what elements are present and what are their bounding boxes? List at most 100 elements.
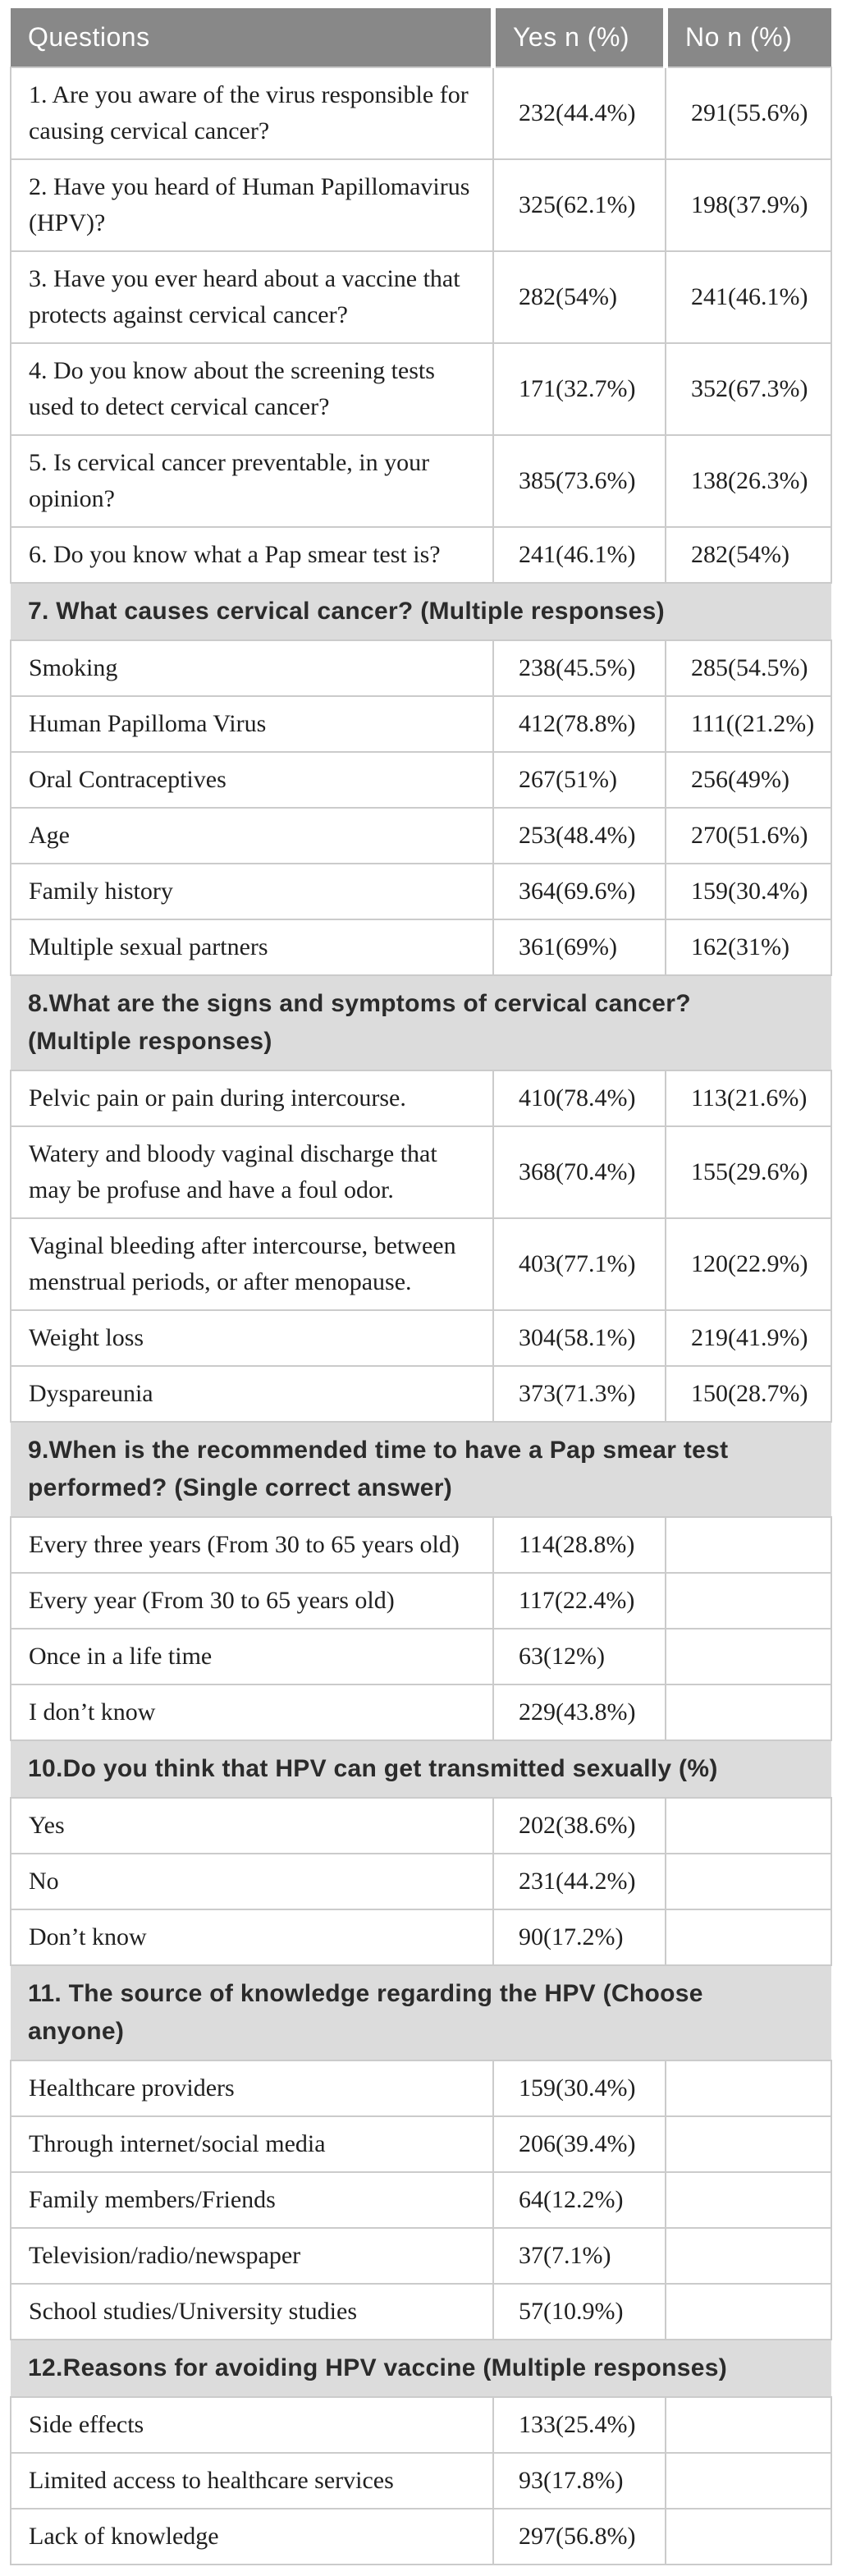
question-cell: 4. Do you know about the screening tests… [10, 342, 494, 436]
section-header-label: 11. The source of knowledge regarding th… [11, 1964, 831, 2061]
table-row: Family history 364(69.6%) 159(30.4%) [10, 863, 832, 920]
table-row: Oral Contraceptives 267(51%) 256(49%) [10, 751, 832, 809]
no-count-cell [665, 2060, 832, 2117]
section-header-row: 11. The source of knowledge regarding th… [11, 1964, 831, 2061]
section-header-label: 10.Do you think that HPV can get transmi… [11, 1739, 831, 1799]
question-cell: Smoking [10, 639, 494, 697]
table-row: Smoking 238(45.5%) 285(54.5%) [10, 639, 832, 697]
no-count-cell: 256(49%) [665, 751, 832, 809]
question-cell: Once in a life time [10, 1628, 494, 1685]
yes-count-cell: 267(51%) [492, 751, 666, 809]
yes-count-cell: 410(78.4%) [492, 1070, 666, 1127]
table-row: Multiple sexual partners 361(69%) 162(31%) [10, 919, 832, 976]
yes-count-cell: 232(44.4%) [492, 66, 666, 160]
question-cell: Through internet/social media [10, 2115, 494, 2173]
no-count-cell [665, 1797, 832, 1854]
table-row: Every three years (From 30 to 65 years o… [10, 1516, 832, 1574]
no-count-cell: 352(67.3%) [665, 342, 832, 436]
no-count-cell: 155(29.6%) [665, 1125, 832, 1219]
section-header-label: 12.Reasons for avoiding HPV vaccine (Mul… [11, 2339, 831, 2398]
no-count-cell: 270(51.6%) [665, 807, 832, 864]
question-cell: Side effects [10, 2396, 494, 2454]
yes-count-cell: 117(22.4%) [492, 1572, 666, 1629]
table-row: Every year (From 30 to 65 years old) 117(… [10, 1572, 832, 1629]
section-header-label: 7. What causes cervical cancer? (Multipl… [11, 582, 831, 641]
no-count-cell [665, 1853, 832, 1910]
column-header-questions: Questions [11, 8, 493, 67]
no-count-cell [665, 1909, 832, 1966]
question-cell: Oral Contraceptives [10, 751, 494, 809]
table-row: Television/radio/newspaper 37(7.1%) [10, 2227, 832, 2285]
yes-count-cell: 304(58.1%) [492, 1309, 666, 1367]
table-row: Dyspareunia 373(71.3%) 150(28.7%) [10, 1365, 832, 1423]
no-count-cell: 282(54%) [665, 526, 832, 584]
no-count-cell: 120(22.9%) [665, 1217, 832, 1311]
yes-count-cell: 229(43.8%) [492, 1684, 666, 1741]
no-count-cell [665, 1628, 832, 1685]
table-row: Vaginal bleeding after intercourse, betw… [10, 1217, 832, 1311]
table-body: 1. Are you aware of the virus responsibl… [10, 66, 832, 2565]
yes-count-cell: 57(10.9%) [492, 2283, 666, 2340]
question-cell: Lack of knowledge [10, 2508, 494, 2565]
no-count-cell [665, 1684, 832, 1741]
yes-count-cell: 385(73.6%) [492, 434, 666, 528]
yes-count-cell: 64(12.2%) [492, 2171, 666, 2229]
no-count-cell: 219(41.9%) [665, 1309, 832, 1367]
no-count-cell [665, 1572, 832, 1629]
table-row: Side effects 133(25.4%) [10, 2396, 832, 2454]
no-count-cell [665, 2396, 832, 2454]
question-cell: School studies/University studies [10, 2283, 494, 2340]
section-header-row: 9.When is the recommended time to have a… [11, 1421, 831, 1518]
question-cell: Pelvic pain or pain during intercourse. [10, 1070, 494, 1127]
column-header-yes: Yes n (%) [491, 8, 666, 67]
no-count-cell: 159(30.4%) [665, 863, 832, 920]
question-cell: 2. Have you heard of Human Papillomaviru… [10, 158, 494, 252]
question-cell: 6. Do you know what a Pap smear test is? [10, 526, 494, 584]
question-cell: Weight loss [10, 1309, 494, 1367]
question-cell: Every three years (From 30 to 65 years o… [10, 1516, 494, 1574]
yes-count-cell: 368(70.4%) [492, 1125, 666, 1219]
no-count-cell: 198(37.9%) [665, 158, 832, 252]
table-row: 6. Do you know what a Pap smear test is?… [10, 526, 832, 584]
table-row: Weight loss 304(58.1%) 219(41.9%) [10, 1309, 832, 1367]
no-count-cell: 150(28.7%) [665, 1365, 832, 1423]
yes-count-cell: 231(44.2%) [492, 1853, 666, 1910]
table-row: 5. Is cervical cancer preventable, in yo… [10, 434, 832, 528]
no-count-cell: 241(46.1%) [665, 250, 832, 344]
question-cell: 3. Have you ever heard about a vaccine t… [10, 250, 494, 344]
question-cell: I don’t know [10, 1684, 494, 1741]
table-row: Don’t know 90(17.2%) [10, 1909, 832, 1966]
question-cell: 1. Are you aware of the virus responsibl… [10, 66, 494, 160]
table-row: Once in a life time 63(12%) [10, 1628, 832, 1685]
question-cell: Yes [10, 1797, 494, 1854]
question-cell: Don’t know [10, 1909, 494, 1966]
question-cell: Family members/Friends [10, 2171, 494, 2229]
no-count-cell: 285(54.5%) [665, 639, 832, 697]
no-count-cell [665, 2171, 832, 2229]
yes-count-cell: 253(48.4%) [492, 807, 666, 864]
yes-count-cell: 282(54%) [492, 250, 666, 344]
yes-count-cell: 412(78.8%) [492, 695, 666, 753]
yes-count-cell: 171(32.7%) [492, 342, 666, 436]
question-cell: Healthcare providers [10, 2060, 494, 2117]
table-header: Questions Yes n (%) No n (%) [11, 8, 831, 67]
table-row: School studies/University studies 57(10.9… [10, 2283, 832, 2340]
table-row: 3. Have you ever heard about a vaccine t… [10, 250, 832, 344]
no-count-cell: 113(21.6%) [665, 1070, 832, 1127]
knowledge-survey-table: Questions Yes n (%) No n (%) 1. Are you … [10, 8, 832, 2565]
yes-count-cell: 114(28.8%) [492, 1516, 666, 1574]
yes-count-cell: 90(17.2%) [492, 1909, 666, 1966]
yes-count-cell: 238(45.5%) [492, 639, 666, 697]
table-row: Family members/Friends 64(12.2%) [10, 2171, 832, 2229]
question-cell: Limited access to healthcare services [10, 2452, 494, 2510]
table-row: Pelvic pain or pain during intercourse. 4… [10, 1070, 832, 1127]
table-row: 1. Are you aware of the virus responsibl… [10, 66, 832, 160]
section-header-row: 12.Reasons for avoiding HPV vaccine (Mul… [11, 2339, 831, 2398]
question-cell: Vaginal bleeding after intercourse, betw… [10, 1217, 494, 1311]
yes-count-cell: 206(39.4%) [492, 2115, 666, 2173]
yes-count-cell: 361(69%) [492, 919, 666, 976]
table-row: Human Papilloma Virus 412(78.8%) 111((21.2… [10, 695, 832, 753]
yes-count-cell: 364(69.6%) [492, 863, 666, 920]
table-row: I don’t know 229(43.8%) [10, 1684, 832, 1741]
